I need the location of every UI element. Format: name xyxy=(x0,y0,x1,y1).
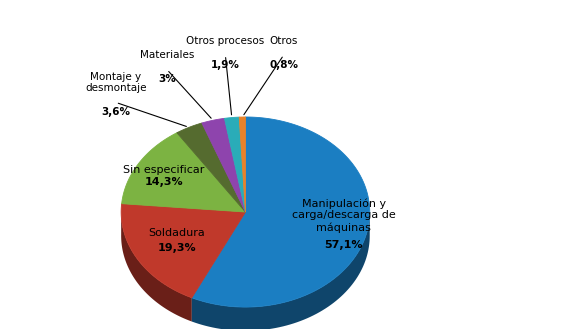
Text: Otros procesos: Otros procesos xyxy=(186,36,265,46)
Text: 14,3%: 14,3% xyxy=(144,177,183,187)
Text: 3%: 3% xyxy=(158,74,176,84)
Polygon shape xyxy=(202,118,245,212)
Text: Materiales: Materiales xyxy=(140,50,194,60)
Polygon shape xyxy=(121,204,245,298)
Text: Otros: Otros xyxy=(270,36,298,46)
Text: 1,9%: 1,9% xyxy=(211,60,240,70)
Text: 57,1%: 57,1% xyxy=(324,240,363,250)
Polygon shape xyxy=(192,212,370,329)
Polygon shape xyxy=(121,211,192,321)
Polygon shape xyxy=(239,117,245,212)
Text: 19,3%: 19,3% xyxy=(158,242,196,253)
Text: 3,6%: 3,6% xyxy=(101,107,130,117)
Polygon shape xyxy=(177,123,245,212)
Text: Sin especificar: Sin especificar xyxy=(123,165,205,175)
Polygon shape xyxy=(192,117,370,307)
Text: 0,8%: 0,8% xyxy=(270,60,298,70)
Text: Manipulación y
carga/descarga de
máquinas: Manipulación y carga/descarga de máquina… xyxy=(292,198,395,233)
Text: Soldadura: Soldadura xyxy=(149,228,205,238)
Polygon shape xyxy=(224,117,245,212)
Polygon shape xyxy=(122,133,245,212)
Text: Montaje y
desmontaje: Montaje y desmontaje xyxy=(85,72,147,93)
